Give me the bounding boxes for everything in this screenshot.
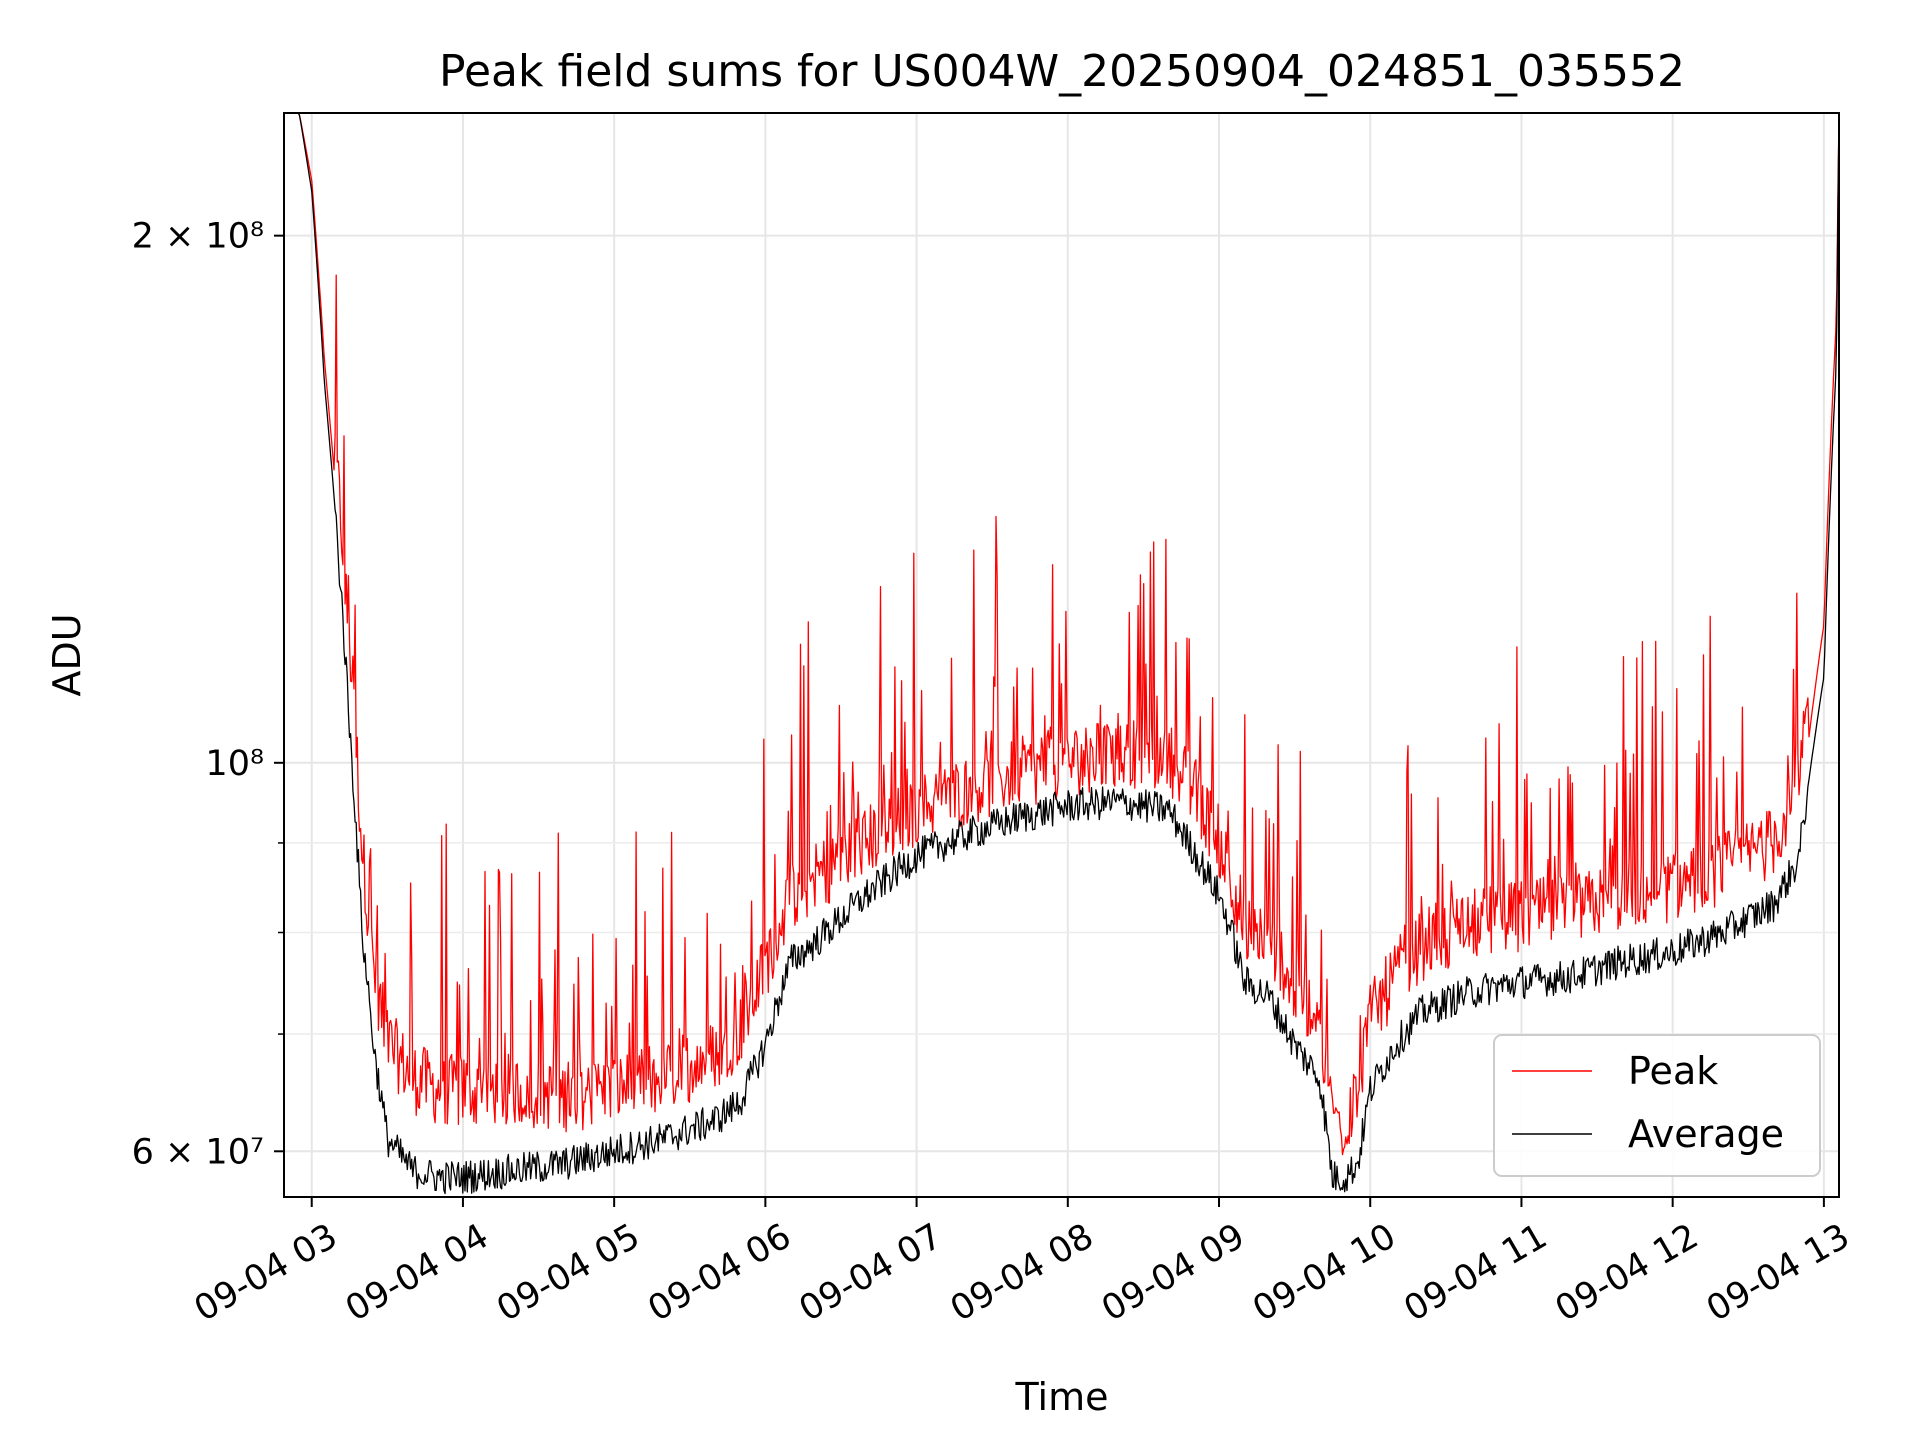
series-layer — [284, 112, 1840, 1195]
grid-layer — [284, 113, 1839, 1197]
chart-title: Peak field sums for US004W_20250904_0248… — [439, 46, 1685, 97]
y-axis-label: ADU — [45, 613, 89, 696]
x-axis-label: Time — [1015, 1375, 1109, 1419]
legend-peak-label: Peak — [1628, 1049, 1718, 1093]
legend-average-label: Average — [1628, 1112, 1784, 1156]
plot-frame — [283, 112, 1840, 1198]
y-tick-label: 2 × 10⁸ — [132, 217, 264, 257]
legend: Peak Average — [1493, 1034, 1821, 1177]
series-line-average — [284, 112, 1840, 1195]
y-tick-label: 10⁸ — [205, 744, 264, 784]
y-tick-label: 6 × 10⁷ — [132, 1132, 264, 1172]
series-line-peak — [284, 112, 1840, 1156]
